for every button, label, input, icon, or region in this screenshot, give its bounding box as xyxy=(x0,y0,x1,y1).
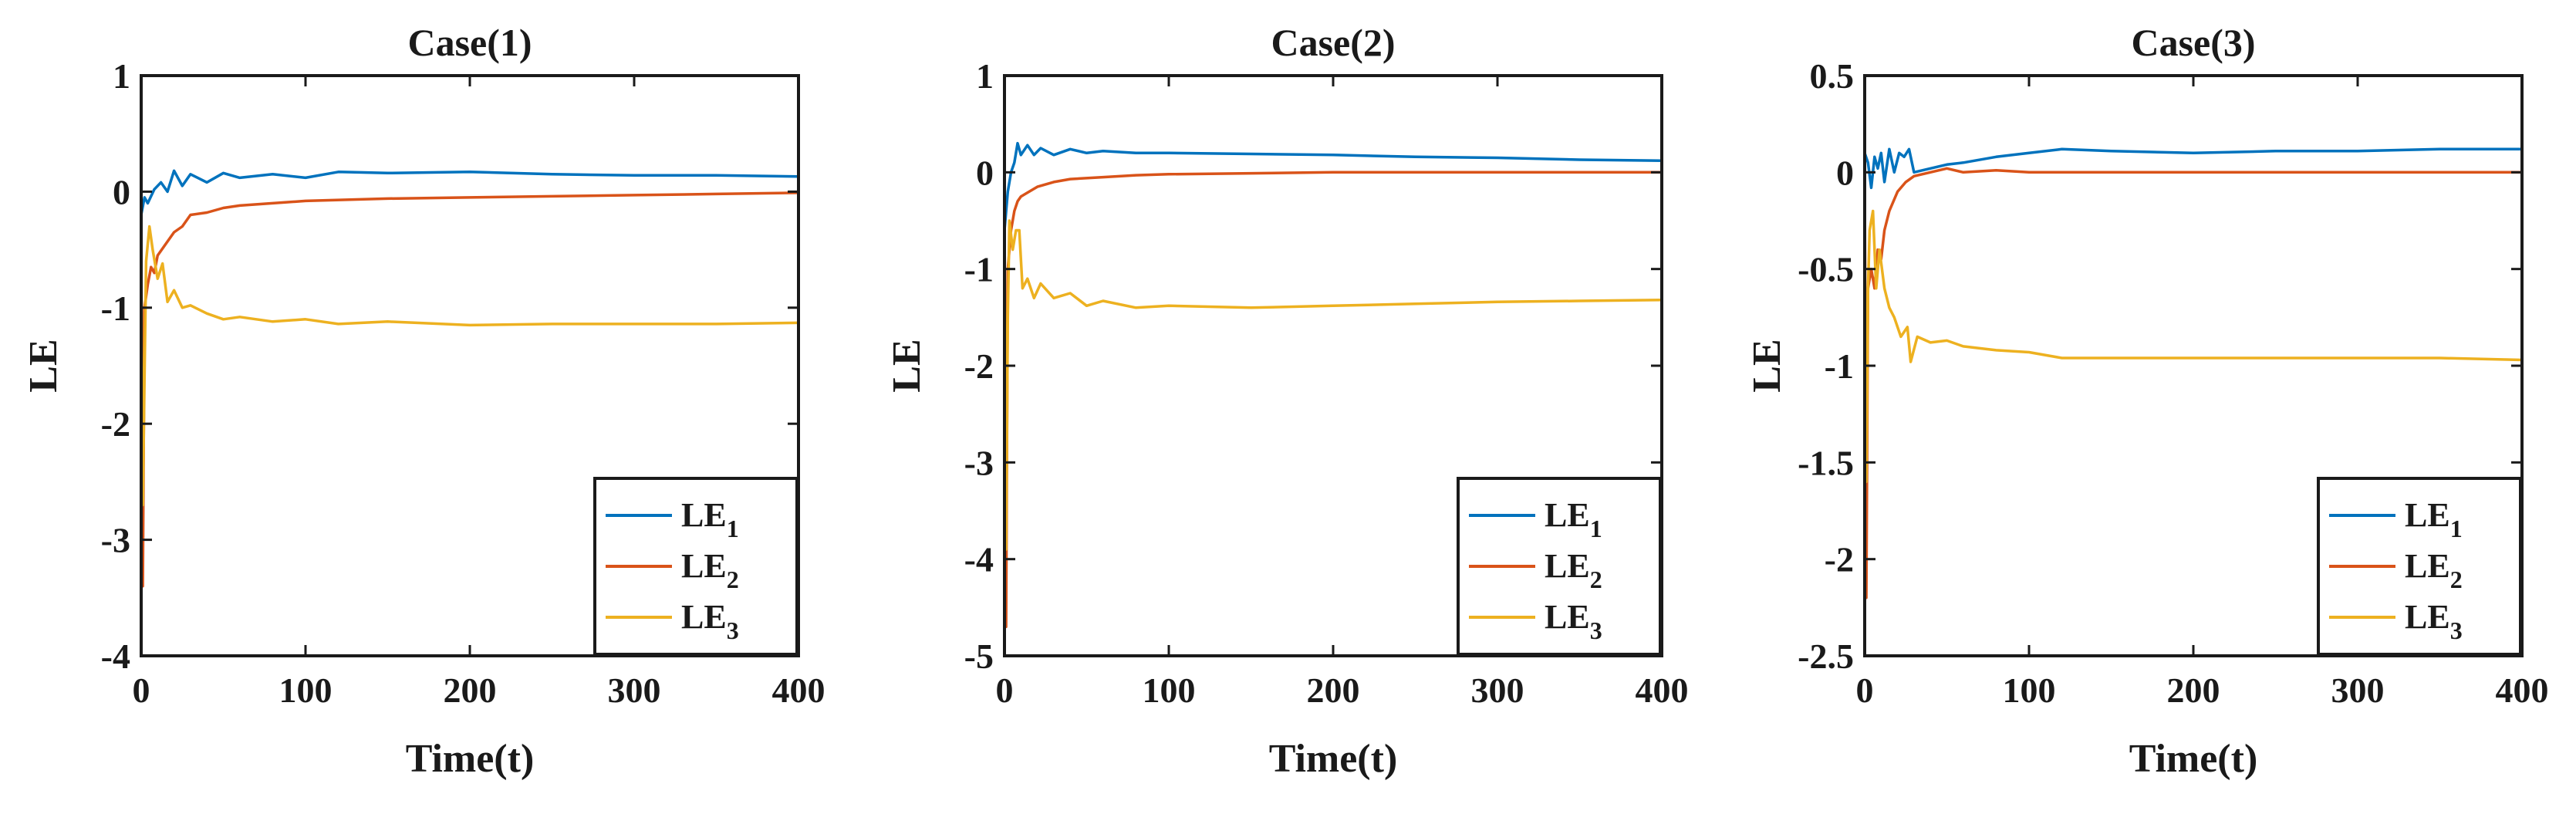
y-tick-label: -1 xyxy=(964,250,994,289)
series-line-le2 xyxy=(1004,171,1662,629)
chart-title: Case(2) xyxy=(1271,21,1395,64)
y-tick-label: 1 xyxy=(976,56,994,96)
series-line-le2 xyxy=(141,191,798,588)
series-line-le3 xyxy=(141,225,798,507)
x-tick-label: 400 xyxy=(2496,670,2549,710)
y-tick-label: 0 xyxy=(976,153,994,192)
x-tick-label: 300 xyxy=(2331,670,2385,710)
y-tick-label: -0.5 xyxy=(1798,250,1854,289)
legend: LE1 LE2 LE3 xyxy=(593,477,798,656)
x-tick-label: 100 xyxy=(2003,670,2056,710)
y-tick-label: 1 xyxy=(113,56,130,96)
y-tick-label: -4 xyxy=(101,637,130,676)
x-tick-label: 200 xyxy=(1307,670,1360,710)
y-tick-label: -1 xyxy=(101,289,130,328)
x-axis-label: Time(t) xyxy=(2129,737,2258,781)
x-tick-label: 0 xyxy=(996,670,1014,710)
legend-label: LE3 xyxy=(1545,598,1602,644)
x-tick-label: 100 xyxy=(1143,670,1196,710)
y-tick-label: -2 xyxy=(1825,540,1854,579)
x-tick-label: 0 xyxy=(1856,670,1874,710)
legend-label: LE3 xyxy=(2405,598,2463,644)
y-tick-label: -3 xyxy=(964,443,994,482)
series-line-le3 xyxy=(1004,219,1662,551)
y-tick-label: -2 xyxy=(964,346,994,386)
y-tick-label: -2 xyxy=(101,404,130,444)
legend-item-le1: LE1 xyxy=(1469,496,1602,542)
legend-label: LE2 xyxy=(681,547,739,593)
legend-item-le3: LE3 xyxy=(1469,598,1602,644)
y-tick-label: -5 xyxy=(964,637,994,676)
series-group xyxy=(1865,147,2522,600)
y-tick-label: -3 xyxy=(101,521,130,560)
legend-item-le3: LE3 xyxy=(2329,598,2463,644)
legend-item-le1: LE1 xyxy=(2329,496,2463,542)
y-tick-label: 0.5 xyxy=(1810,56,1855,96)
legend-label: LE1 xyxy=(681,496,739,542)
y-axis-label: LE xyxy=(22,339,66,392)
legend-item-le2: LE2 xyxy=(606,547,739,593)
y-tick-label: 0 xyxy=(113,172,130,211)
x-axis-label: Time(t) xyxy=(406,737,535,781)
legend-item-le3: LE3 xyxy=(606,598,739,644)
legend-item-le2: LE2 xyxy=(1469,547,1602,593)
series-line-le1 xyxy=(1004,141,1662,231)
panel-2: 0 100 200 300 400 1 0 -1 -2 -3 -4 -5 Case(2) Time(t) L… xyxy=(885,21,1689,781)
x-tick-label: 300 xyxy=(1471,670,1524,710)
x-axis-label: Time(t) xyxy=(1269,737,1398,781)
panel-1: 0 100 200 300 400 1 0 -1 -2 -3 -4 Case(1) Time(t) LE L… xyxy=(22,21,825,781)
legend-box xyxy=(2317,477,2522,656)
legend-label: LE2 xyxy=(1545,547,1602,593)
y-axis-label: LE xyxy=(885,339,929,392)
series-group xyxy=(141,169,798,588)
legend-label: LE1 xyxy=(1545,496,1602,542)
x-tick-label: 400 xyxy=(1636,670,1689,710)
chart-title: Case(1) xyxy=(407,21,532,64)
y-tick-label: -2.5 xyxy=(1798,637,1854,676)
x-tick-label: 400 xyxy=(772,670,825,710)
panel-3: 0 100 200 300 400 0.5 0 -0.5 -1 -1.5 -2 -2.5 Case(3)… xyxy=(1745,21,2549,781)
series-line-le1 xyxy=(1865,147,2522,190)
legend: LE1 LE2 LE3 xyxy=(2317,477,2522,656)
series-line-le2 xyxy=(1865,167,2522,600)
x-tick-label: 0 xyxy=(133,670,150,710)
x-tick-label: 200 xyxy=(2167,670,2220,710)
y-tick-label: 0 xyxy=(1836,153,1854,192)
y-tick-label: -1 xyxy=(1825,346,1854,386)
legend-label: LE1 xyxy=(2405,496,2463,542)
y-axis-label: LE xyxy=(1745,339,1789,392)
legend-label: LE2 xyxy=(2405,547,2463,593)
x-tick-label: 200 xyxy=(444,670,497,710)
series-group xyxy=(1004,141,1662,629)
y-tick-label: -1.5 xyxy=(1798,443,1854,482)
x-tick-label: 300 xyxy=(608,670,661,710)
y-tick-label: -4 xyxy=(964,540,994,579)
x-tick-label: 100 xyxy=(279,670,333,710)
legend-item-le1: LE1 xyxy=(606,496,739,542)
series-line-le1 xyxy=(141,169,798,215)
chart-title: Case(3) xyxy=(2131,21,2255,64)
legend: LE1 LE2 LE3 xyxy=(1457,477,1662,656)
legend-item-le2: LE2 xyxy=(2329,547,2463,593)
legend-label: LE3 xyxy=(681,598,739,644)
series-line-le3 xyxy=(1865,209,2522,484)
